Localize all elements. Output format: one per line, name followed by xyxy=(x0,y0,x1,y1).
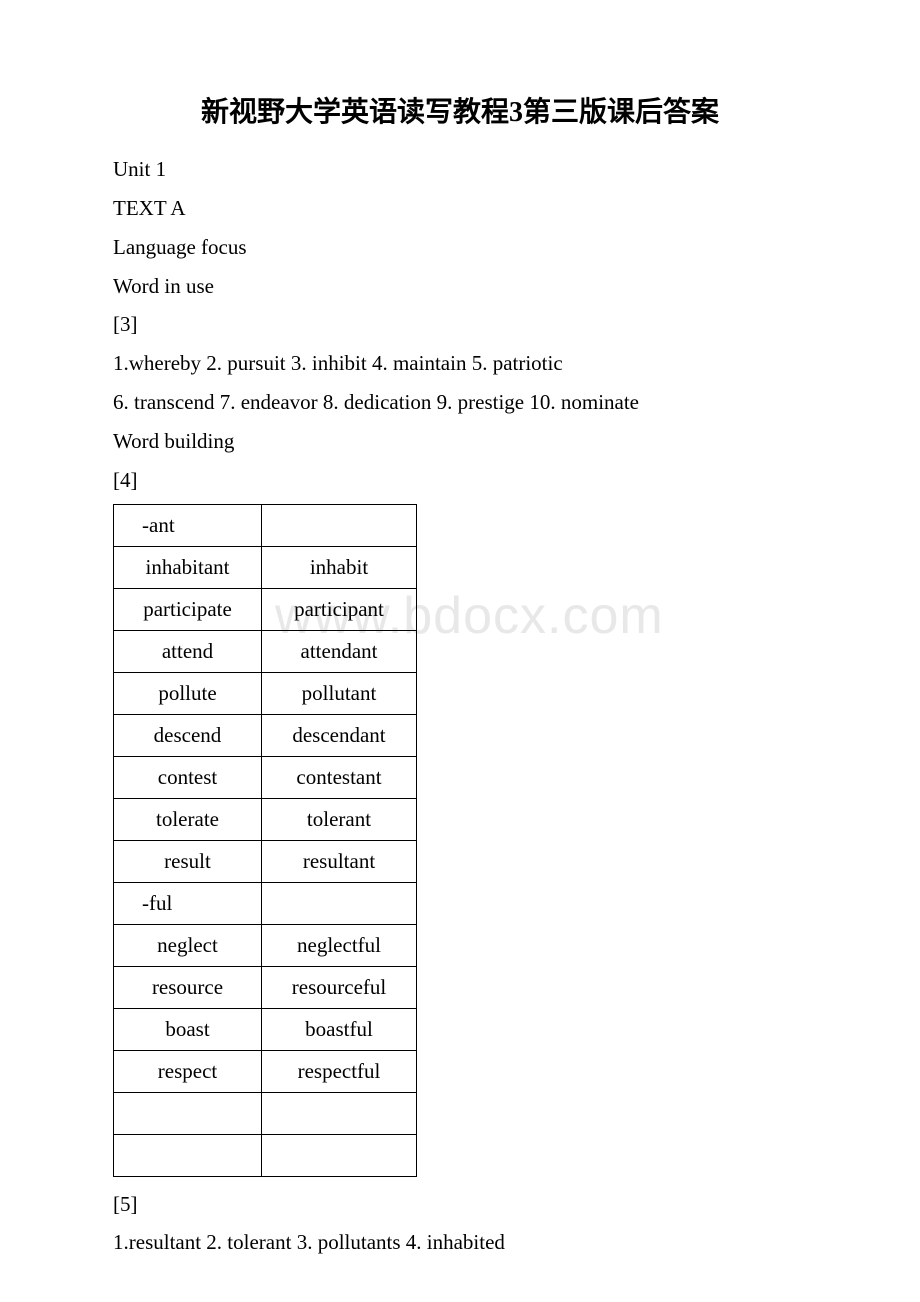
bracket-3: [3] xyxy=(113,305,810,344)
table-cell: tolerate xyxy=(114,798,262,840)
table-cell: contest xyxy=(114,756,262,798)
word-in-use-heading: Word in use xyxy=(113,267,810,306)
table-cell: contestant xyxy=(262,756,417,798)
table-row xyxy=(114,1092,417,1134)
bracket-4: [4] xyxy=(113,461,810,500)
table-row: contestcontestant xyxy=(114,756,417,798)
table-cell: neglect xyxy=(114,924,262,966)
answer-line-2: 6. transcend 7. endeavor 8. dedication 9… xyxy=(113,383,810,422)
table-cell: inhabit xyxy=(262,546,417,588)
word-building-table: -antinhabitantinhabitparticipateparticip… xyxy=(113,504,417,1177)
bracket-5: [5] xyxy=(113,1185,810,1224)
document-title: 新视野大学英语读写教程3第三版课后答案 xyxy=(110,90,810,130)
table-cell: pollute xyxy=(114,672,262,714)
table-row: -ant xyxy=(114,504,417,546)
table-row: descenddescendant xyxy=(114,714,417,756)
table-cell xyxy=(262,1134,417,1176)
word-building-heading: Word building xyxy=(113,422,810,461)
table-cell xyxy=(114,1134,262,1176)
table-cell: inhabitant xyxy=(114,546,262,588)
table-cell: descend xyxy=(114,714,262,756)
table-cell: participate xyxy=(114,588,262,630)
table-cell: resourceful xyxy=(262,966,417,1008)
table-cell xyxy=(262,1092,417,1134)
table-cell xyxy=(262,882,417,924)
table-cell: respect xyxy=(114,1050,262,1092)
language-focus-heading: Language focus xyxy=(113,228,810,267)
table-cell: respectful xyxy=(262,1050,417,1092)
table-row xyxy=(114,1134,417,1176)
table-row: -ful xyxy=(114,882,417,924)
table-row: resultresultant xyxy=(114,840,417,882)
table-cell: descendant xyxy=(262,714,417,756)
table-cell xyxy=(262,504,417,546)
table-row: neglectneglectful xyxy=(114,924,417,966)
table-row: respectrespectful xyxy=(114,1050,417,1092)
table-cell: -ful xyxy=(114,882,262,924)
table-row: participateparticipant xyxy=(114,588,417,630)
table-row: boastboastful xyxy=(114,1008,417,1050)
text-a-heading: TEXT A xyxy=(113,189,810,228)
table-row: toleratetolerant xyxy=(114,798,417,840)
answer-line-5: 1.resultant 2. tolerant 3. pollutants 4.… xyxy=(113,1223,810,1262)
table-row: pollutepollutant xyxy=(114,672,417,714)
table-cell: resultant xyxy=(262,840,417,882)
table-cell: result xyxy=(114,840,262,882)
table-cell: boast xyxy=(114,1008,262,1050)
table-cell: pollutant xyxy=(262,672,417,714)
table-cell: neglectful xyxy=(262,924,417,966)
table-row: inhabitantinhabit xyxy=(114,546,417,588)
table-cell: resource xyxy=(114,966,262,1008)
unit-heading: Unit 1 xyxy=(113,150,810,189)
table-cell: attend xyxy=(114,630,262,672)
answer-line-1: 1.whereby 2. pursuit 3. inhibit 4. maint… xyxy=(113,344,810,383)
table-row: resourceresourceful xyxy=(114,966,417,1008)
table-cell: participant xyxy=(262,588,417,630)
table-cell: tolerant xyxy=(262,798,417,840)
table-cell xyxy=(114,1092,262,1134)
table-row: attendattendant xyxy=(114,630,417,672)
document-content: 新视野大学英语读写教程3第三版课后答案 Unit 1 TEXT A Langua… xyxy=(110,90,810,1262)
table-cell: -ant xyxy=(114,504,262,546)
table-cell: attendant xyxy=(262,630,417,672)
table-cell: boastful xyxy=(262,1008,417,1050)
